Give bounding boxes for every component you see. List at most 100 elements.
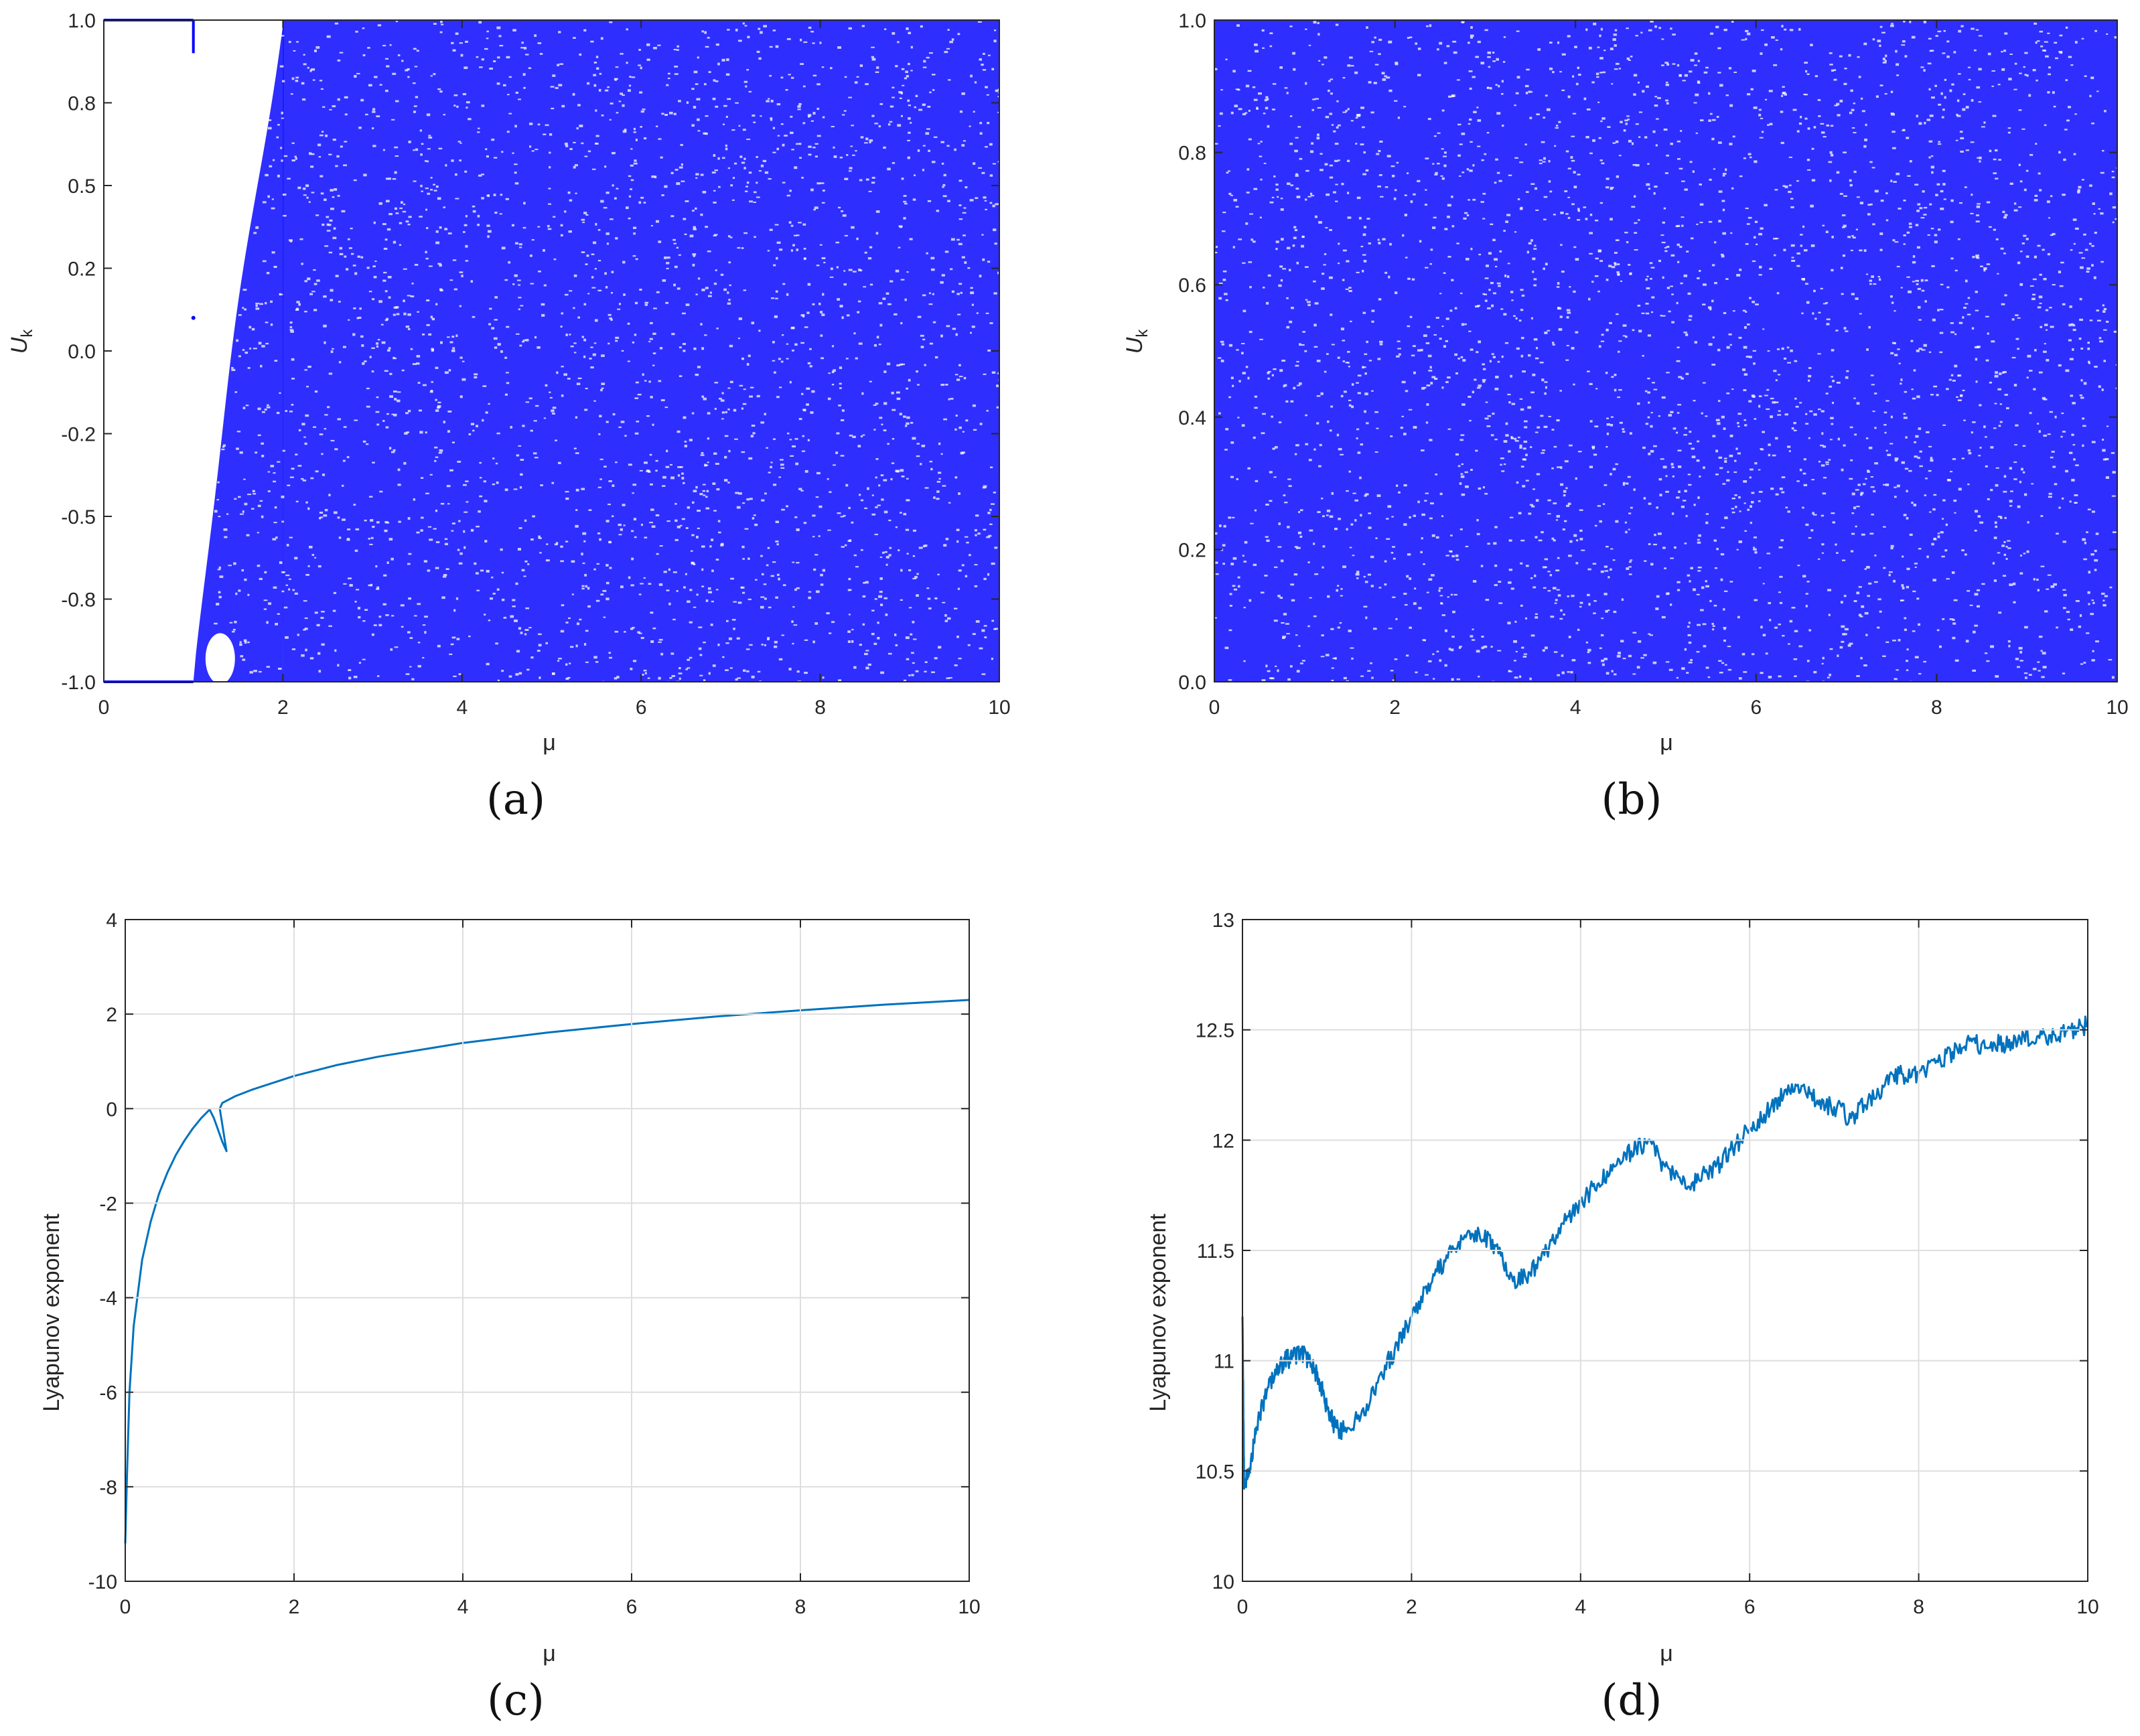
panel-a-speck [460,54,463,57]
panel-a-speck [666,520,670,522]
panel-b-speck [1909,160,1912,163]
panel-a-speck [879,417,883,419]
panel-b-speck [2117,666,2121,668]
panel-a-speck [979,423,983,425]
panel-b-speck [1378,587,1382,589]
panel-a-speck [244,502,248,506]
panel-b-speck [1228,344,1233,347]
panel-b-speck [1247,70,1252,72]
panel-a-speck [753,201,756,204]
panel-a-speck [451,350,455,352]
panel-b-speck [1882,62,1887,64]
panel-b-speck [1942,52,1946,54]
panel-b-speck [1770,415,1773,419]
panel-a-speck [829,632,832,634]
panel-b-speck [2070,394,2074,397]
panel-b-speck [1273,175,1276,177]
panel-b-speck [1855,489,1859,491]
panel-b-speck [2089,94,2092,98]
panel-b-speck [1939,351,1943,354]
panel-a-speck [863,652,868,656]
panel-a-speck [592,353,596,356]
panel-a-speck [606,242,610,245]
panel-a-speck [396,313,400,315]
panel-b-speck [1912,590,1916,593]
panel-a-speck [372,145,376,147]
panel-a-speck [320,617,324,620]
panel-a-speck [587,150,591,153]
panel-b-speck [1677,412,1680,414]
panel-b-speck [1634,232,1638,234]
panel-b-speck [1853,102,1856,104]
panel-a-speck [964,536,969,538]
panel-b-speck [1961,457,1965,459]
panel-a-speck [522,340,524,343]
panel-a-speck [762,159,767,163]
panel-b-speck [1843,224,1847,228]
panel-a-speck [809,365,812,368]
panel-a-speck [842,214,847,217]
panel-a-speck [545,642,549,645]
panel-a-speck [696,535,699,538]
panel-b-speck [1780,538,1784,542]
panel-b-speck [1612,467,1616,471]
panel-a-speck [584,155,588,157]
panel-b-speck [1288,485,1292,488]
panel-a-speck [623,524,626,526]
panel-a-speck [411,678,415,680]
panel-a-speck [397,484,401,486]
panel-a-speck [723,288,727,291]
panel-a-speck [874,598,877,600]
panel-b-speck [1439,338,1442,340]
panel-b-speck [1494,438,1498,441]
panel-b-speck [1777,414,1782,416]
panel-a-speck [518,297,522,299]
panel-a-speck [941,274,945,277]
panel-b-speck [1556,589,1560,591]
panel-a-speck [738,40,742,42]
panel-b-speck [1496,282,1501,285]
panel-b-speck [1930,165,1934,169]
panel-a-speck [848,269,853,271]
panel-a-speck [322,223,325,226]
panel-a-speck [291,467,295,470]
panel-b-speck [1460,475,1465,478]
panel-b-speck [1457,123,1461,126]
panel-a-speck [989,174,993,177]
panel-a-ylabel: Uk [7,329,36,354]
panel-b-speck [1329,228,1332,231]
panel-b-speck [1891,23,1894,25]
panel-a-speck [332,609,336,612]
panel-b-speck [1802,278,1805,281]
panel-b-speck [1380,196,1384,198]
panel-a-speck [520,632,523,634]
panel-a-speck [413,149,415,151]
panel-b-speck [1647,377,1650,380]
panel-a-speck [819,311,823,313]
panel-a-speck [285,636,289,639]
panel-a-speck [890,478,893,481]
panel-a-speck [385,177,390,180]
panel-a-speck [981,171,985,174]
panel-a-speck [709,545,712,548]
panel-a-speck [965,186,968,189]
panel-b-speck [1587,651,1590,654]
panel-b-speck [1247,376,1250,380]
panel-b-speck [1991,70,1995,72]
panel-a-speck [725,147,728,151]
panel-b-speck [1423,563,1425,565]
panel-b-speck [1863,483,1866,486]
panel-a-speck [555,86,559,89]
panel-a-speck [883,597,887,599]
panel-b-speck [1788,450,1791,452]
panel-a-speck [588,509,592,511]
panel-b-speck [1903,413,1906,415]
panel-b-speck [1573,383,1575,386]
panel-b-speck [1986,263,1991,265]
panel-b-speck [1523,440,1528,443]
panel-b-speck [1622,335,1626,337]
panel-b-speck [2017,317,2021,319]
panel-a-speck [860,499,864,502]
panel-a-speck [774,315,778,318]
panel-b-speck [1612,142,1616,144]
